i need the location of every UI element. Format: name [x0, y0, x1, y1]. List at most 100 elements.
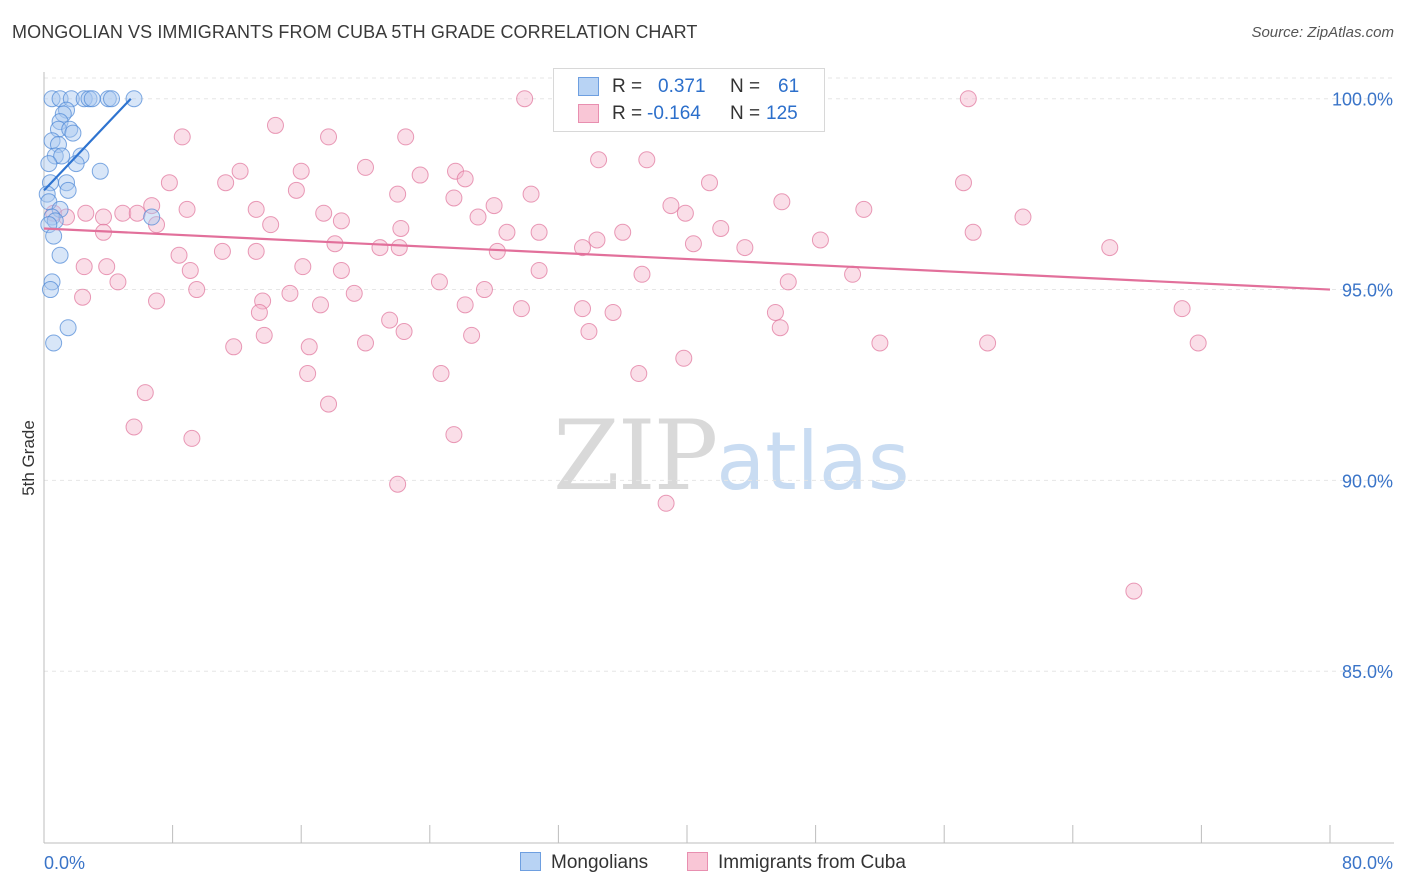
cuba-point	[397, 128, 415, 146]
cuba-point	[1125, 582, 1143, 600]
cuba-point	[128, 204, 146, 222]
cuba-point	[357, 158, 374, 176]
cuba-point	[445, 189, 463, 207]
mongolian-point	[62, 90, 80, 108]
x-tick-label-max: 80.0%	[1342, 853, 1393, 873]
cuba-point	[432, 365, 450, 383]
legend-n-value-cuba: 125	[766, 103, 798, 124]
mongolian-point	[49, 136, 67, 154]
cuba-point	[811, 231, 829, 249]
watermark-atlas: atlas	[716, 415, 910, 508]
legend-r-label: R =	[612, 76, 643, 97]
cuba-point	[855, 200, 873, 218]
y-tick-label: 90.0%	[1342, 471, 1393, 491]
cuba-point	[638, 151, 656, 169]
cuba-point	[1189, 334, 1207, 352]
cuba-point	[630, 365, 648, 383]
cuba-point	[311, 296, 329, 314]
cuba-point	[456, 296, 474, 314]
cuba-point	[170, 246, 188, 264]
y-axis-title: 5th Grade	[19, 420, 38, 496]
legend-n-value-mongolians: 61	[778, 76, 800, 97]
cuba-point	[77, 204, 95, 222]
mongolian-point	[143, 208, 161, 226]
cuba-point	[299, 365, 317, 383]
cuba-point	[315, 204, 333, 222]
cuba-point	[604, 303, 622, 321]
cuba-point	[74, 288, 92, 306]
cuba-point	[512, 300, 530, 318]
cuba-point	[701, 174, 719, 192]
cuba-point	[959, 90, 977, 108]
y-tick-label: 95.0%	[1342, 281, 1393, 301]
y-tick-label: 100.0%	[1332, 90, 1393, 110]
cuba-point	[213, 242, 231, 260]
watermark-zip: ZIP	[553, 400, 718, 512]
cuba-point	[109, 273, 127, 291]
chart-title: MONGOLIAN VS IMMIGRANTS FROM CUBA 5TH GR…	[12, 22, 698, 42]
cuba-point	[485, 197, 503, 215]
cuba-point	[736, 239, 754, 257]
mongolian-point	[91, 162, 109, 180]
cuba-point	[231, 162, 249, 180]
legend-row-cuba: R = -0.164 N = 125	[554, 101, 824, 127]
mongolian-point	[59, 319, 77, 337]
cuba-point	[475, 281, 493, 299]
cuba-point	[954, 174, 972, 192]
cuba-point	[98, 258, 116, 276]
cuba-point	[320, 128, 338, 146]
legend-n-label: N =	[730, 103, 761, 124]
cuba-point	[281, 284, 299, 302]
mongolian-point	[64, 124, 82, 142]
mongolian-point	[45, 227, 63, 245]
cuba-point	[247, 242, 265, 260]
cuba-point	[411, 166, 429, 184]
cuba-point	[488, 242, 506, 260]
mongolian-point	[103, 90, 121, 108]
cuba-point	[871, 334, 889, 352]
cuba-point	[225, 338, 243, 356]
cuba-point	[390, 239, 408, 257]
mongolian-trend-line	[43, 97, 132, 192]
watermark: ZIPatlas	[553, 400, 910, 512]
cuba-point	[662, 197, 680, 215]
cuba-point	[580, 323, 598, 341]
bottom-legend-mongolians: Mongolians	[520, 852, 648, 874]
cuba-point	[979, 334, 997, 352]
cuba-point	[389, 185, 407, 203]
y-tick-label: 85.0%	[1342, 662, 1393, 682]
cuba-point	[456, 170, 474, 188]
cuba-point	[371, 239, 389, 257]
cuba-point	[181, 261, 199, 279]
legend-r-value-cuba: -0.164	[647, 103, 701, 124]
mongolian-point	[53, 147, 71, 165]
cuba-point	[530, 261, 548, 279]
cuba-point	[262, 216, 280, 234]
cuba-point	[332, 261, 350, 279]
legend-swatch-pink	[578, 104, 599, 123]
legend-row-mongolians: R = 0.371 N = 61	[554, 74, 824, 100]
cuba-point	[445, 426, 463, 444]
cuba-point	[395, 323, 413, 341]
cuba-point	[469, 208, 487, 226]
cuba-point	[294, 258, 312, 276]
mongolian-point	[41, 281, 59, 299]
legend-r-label: R =	[612, 103, 643, 124]
cuba-point	[684, 235, 702, 253]
source-label: Source: ZipAtlas.com	[1251, 24, 1394, 41]
mongolian-point	[59, 181, 77, 199]
cuba-point	[160, 174, 178, 192]
cuba-point	[530, 223, 548, 241]
cuba-point	[94, 208, 112, 226]
cuba-point	[247, 200, 265, 218]
legend-r-value-mongolians: 0.371	[658, 76, 706, 97]
mongolian-point	[83, 90, 101, 108]
cuba-point	[614, 223, 632, 241]
cuba-point	[590, 151, 608, 169]
cuba-point	[1014, 208, 1032, 226]
cuba-point	[844, 265, 862, 283]
cuba-point	[178, 200, 196, 218]
correlation-legend: R = 0.371 N = 61 R = -0.164 N = 125	[553, 68, 825, 132]
legend-n-label: N =	[730, 76, 761, 97]
